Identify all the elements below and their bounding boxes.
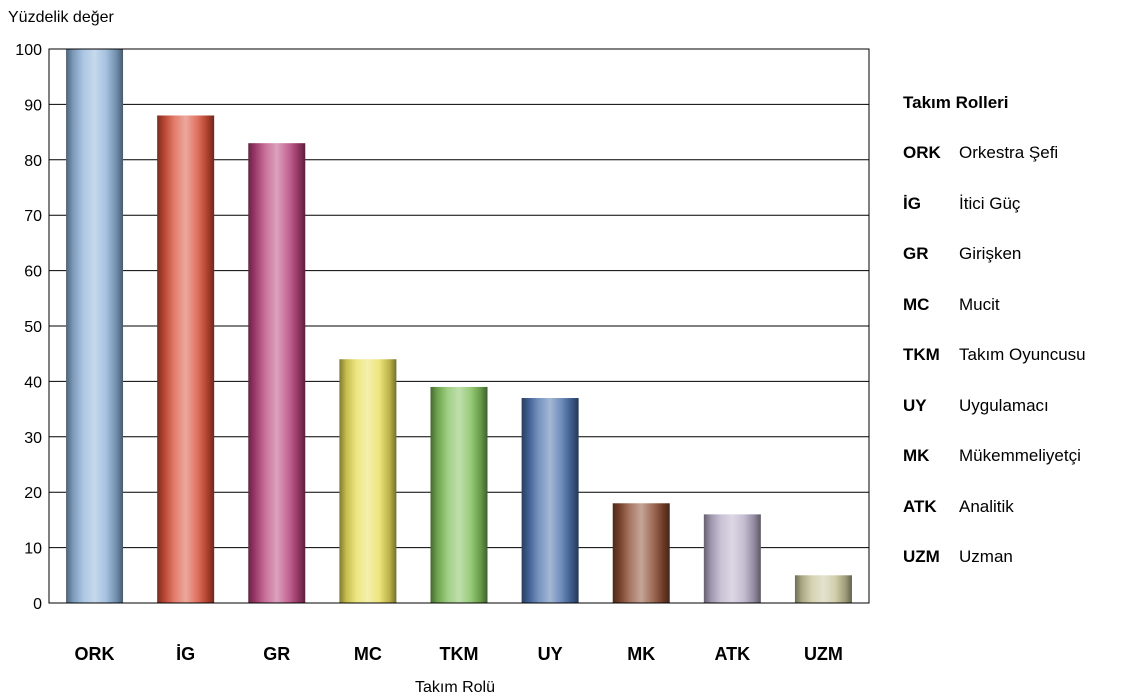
legend-item: GR Girişken — [903, 241, 1139, 267]
legend-item: ATK Analitik — [903, 494, 1139, 520]
x-tick-label: MK — [627, 644, 655, 664]
y-tick-labels: 0 10 20 30 40 50 60 70 80 90 100 — [15, 42, 42, 613]
y-tick-label: 0 — [33, 596, 42, 613]
bar — [157, 115, 215, 603]
y-tick-label: 60 — [24, 264, 42, 281]
legend-name: Uygulamacı — [959, 395, 1049, 415]
legend-code: UZM — [903, 547, 940, 566]
x-tick-label: UZM — [804, 644, 843, 664]
x-tick-label: UY — [538, 644, 563, 664]
bar — [248, 143, 306, 603]
legend-item: TKM Takım Oyuncusu — [903, 342, 1139, 368]
legend-item: UZM Uzman — [903, 544, 1139, 570]
bar — [794, 575, 852, 603]
y-tick-label: 100 — [15, 42, 42, 59]
legend-name: Uzman — [959, 547, 1013, 566]
legend-code: UY — [903, 395, 927, 415]
y-tick-label: 30 — [24, 430, 42, 447]
x-tick-label: GR — [263, 644, 290, 664]
legend-item: İG İtici Güç — [903, 191, 1139, 217]
legend-code: TKM — [903, 345, 940, 364]
y-tick-label: 70 — [24, 208, 42, 225]
legend-name: İtici Güç — [959, 193, 1021, 213]
legend-name: Mucit — [959, 294, 1000, 314]
bar — [612, 503, 670, 603]
y-tick-label: 80 — [24, 153, 42, 170]
legend-title: Takım Rolleri — [903, 93, 1009, 112]
y-tick-label: 40 — [24, 374, 42, 391]
bar — [703, 514, 761, 603]
bars — [66, 49, 852, 603]
y-tick-label: 10 — [24, 541, 42, 558]
x-tick-label: MC — [354, 644, 382, 664]
legend-name: Mükemmeliyetçi — [959, 446, 1081, 465]
legend-code: MK — [903, 446, 930, 465]
y-tick-label: 50 — [24, 319, 42, 336]
y-tick-label: 90 — [24, 97, 42, 114]
legend-code: GR — [903, 244, 929, 263]
legend-item: MK Mükemmeliyetçi — [903, 443, 1139, 469]
legend-name: Takım Oyuncusu — [959, 345, 1086, 364]
x-tick-label: ATK — [714, 644, 750, 664]
legend-code: ORK — [903, 143, 941, 162]
legend-name: Girişken — [959, 244, 1022, 263]
legend-item: UY Uygulamacı — [903, 393, 1139, 419]
legend-item: ORK Orkestra Şefi — [903, 140, 1139, 166]
x-axis-label: Takım Rolü — [415, 679, 495, 696]
plot-area-border — [48, 48, 870, 604]
x-tick-labels: ORK İG GR MC TKM UY MK ATK UZM — [75, 644, 843, 664]
x-tick-label: İG — [176, 644, 195, 664]
x-tick-label: ORK — [75, 644, 115, 664]
y-axis-label: Yüzdelik değer — [8, 9, 115, 26]
bar — [521, 398, 579, 603]
bar — [430, 386, 488, 603]
bar — [339, 359, 397, 603]
y-tick-label: 20 — [24, 485, 42, 502]
legend-name: Analitik — [959, 496, 1014, 516]
legend-code: MC — [903, 294, 930, 314]
legend-code: ATK — [903, 496, 937, 516]
x-tick-label: TKM — [440, 644, 479, 664]
bar — [66, 49, 124, 603]
legend-item: MC Mucit — [903, 292, 1139, 318]
legend: Takım Rolleri ORK Orkestra Şefi İG İtici G… — [903, 90, 1139, 595]
legend-name: Orkestra Şefi — [959, 143, 1059, 162]
legend-code: İG — [903, 193, 921, 213]
